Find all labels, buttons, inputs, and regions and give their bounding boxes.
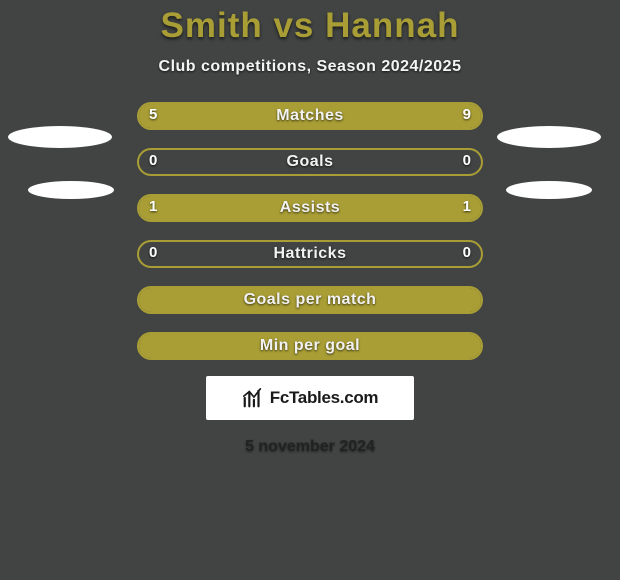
stat-bar: Hattricks (137, 240, 483, 268)
page-title: Smith vs Hannah (161, 6, 460, 46)
stat-value-left: 1 (149, 198, 157, 215)
fctables-link[interactable]: FcTables.com (206, 376, 414, 420)
stat-bar: Goals (137, 148, 483, 176)
stat-value-right: 9 (463, 106, 471, 123)
stat-row: Goals0 0 (0, 148, 620, 176)
stat-label: Goals per match (139, 288, 481, 312)
stat-row: Assists1 1 (0, 194, 620, 222)
stat-row: Min per goal (0, 332, 620, 360)
fctables-logo-text: FcTables.com (270, 388, 379, 408)
fctables-logo-icon (242, 387, 264, 409)
player-avatar-right (497, 126, 601, 148)
stat-value-right: 0 (463, 244, 471, 261)
stat-value-right: 0 (463, 152, 471, 169)
infographic-container: Smith vs Hannah Club competitions, Seaso… (0, 0, 620, 580)
stat-bar: Goals per match (137, 286, 483, 314)
player-avatar-left (28, 181, 114, 199)
stat-label: Goals (139, 150, 481, 174)
stat-value-left: 5 (149, 106, 157, 123)
stat-label: Assists (139, 196, 481, 220)
stat-label: Matches (139, 104, 481, 128)
subtitle: Club competitions, Season 2024/2025 (159, 58, 462, 76)
stat-row: Matches5 9 (0, 102, 620, 130)
date-text: 5 november 2024 (245, 438, 375, 456)
player-avatar-left (8, 126, 112, 148)
stat-label: Hattricks (139, 242, 481, 266)
stat-label: Min per goal (139, 334, 481, 358)
stat-bar: Matches (137, 102, 483, 130)
stat-row: Goals per match (0, 286, 620, 314)
stat-value-left: 0 (149, 152, 157, 169)
stat-value-right: 1 (463, 198, 471, 215)
stat-value-left: 0 (149, 244, 157, 261)
stat-row: Hattricks0 0 (0, 240, 620, 268)
player-avatar-right (506, 181, 592, 199)
stat-bar: Min per goal (137, 332, 483, 360)
stat-bar: Assists (137, 194, 483, 222)
